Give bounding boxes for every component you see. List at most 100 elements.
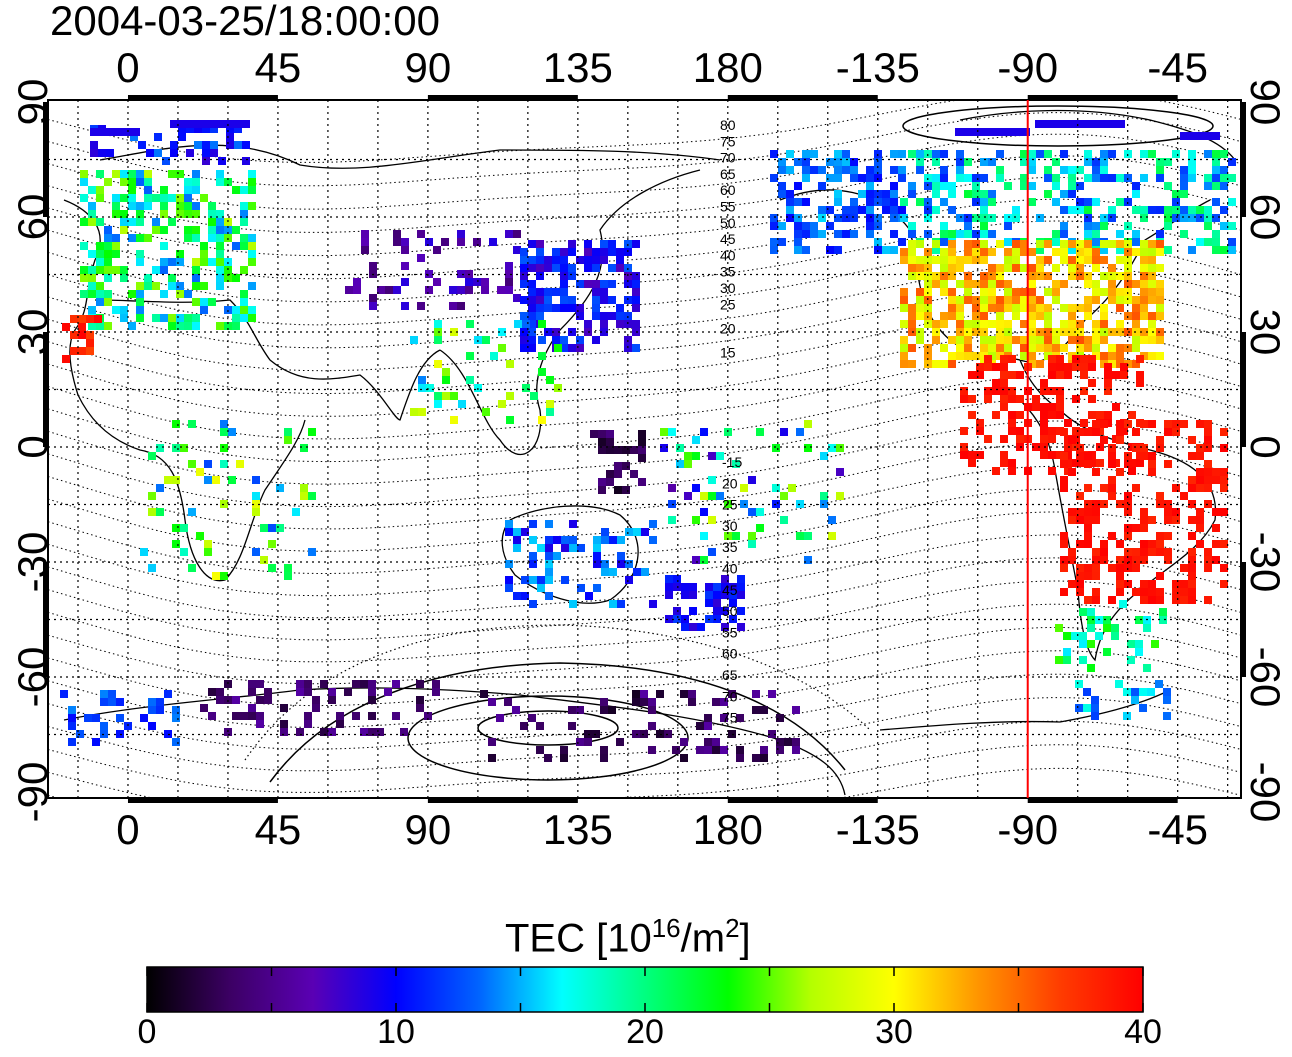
tec-cell [1164, 214, 1172, 222]
tec-cell [1148, 280, 1156, 288]
tec-cell [598, 430, 606, 438]
tec-cell [968, 411, 976, 419]
tec-cell [898, 206, 906, 214]
frame-bar-left [43, 332, 48, 447]
tec-cell [708, 476, 716, 484]
tec-cell [457, 230, 465, 238]
tec-cell [584, 240, 592, 248]
tec-cell [170, 120, 250, 128]
tec-cell [160, 226, 168, 234]
tec-cell [956, 174, 964, 182]
tec-cell [252, 500, 260, 508]
tec-cell [964, 336, 972, 344]
tec-cell [1148, 288, 1156, 296]
tec-cell [284, 572, 292, 580]
tec-cell [1116, 352, 1124, 360]
tec-cell [1056, 355, 1064, 363]
tec-cell [1140, 596, 1148, 604]
tec-cell [1040, 387, 1048, 395]
tec-cell [552, 248, 560, 256]
tec-cell [1120, 363, 1128, 371]
tec-cell [418, 408, 426, 416]
tec-cell [104, 226, 112, 234]
tec-cell [1132, 360, 1140, 368]
tec-cell [442, 368, 450, 376]
tec-cell [770, 174, 778, 182]
tec-cell [960, 395, 968, 403]
tec-cell [1116, 328, 1124, 336]
tec-cell [673, 583, 681, 591]
tec-cell [144, 234, 152, 242]
lat-tick-label-right: 60 [1242, 194, 1289, 241]
tec-cell [592, 336, 600, 344]
lon-tick-label-bottom: 180 [693, 806, 763, 853]
tec-cell [520, 296, 528, 304]
tec-cell [1060, 150, 1068, 158]
tec-cell [1180, 214, 1188, 222]
tec-cell [136, 178, 144, 186]
tec-cell [964, 352, 972, 360]
tec-cell [458, 400, 466, 408]
tec-cell [434, 336, 442, 344]
tec-cell [536, 256, 544, 264]
tec-cell [948, 336, 956, 344]
tec-cell [200, 250, 208, 258]
tec-cell [866, 206, 874, 214]
tec-cell [665, 591, 673, 599]
tec-cell [240, 186, 248, 194]
tec-cell [1124, 256, 1132, 264]
tec-cell [1164, 548, 1172, 556]
tec-cell [713, 599, 721, 607]
tec-cell [545, 560, 553, 568]
tec-cell [940, 182, 948, 190]
tec-cell [216, 688, 224, 696]
tec-cell [112, 170, 120, 178]
tec-cell [68, 722, 76, 730]
tec-cell [1100, 540, 1108, 548]
tec-cell [786, 214, 794, 222]
tec-cell [104, 178, 112, 186]
tec-cell [1212, 150, 1220, 158]
tec-cell [160, 266, 168, 274]
lon-tick-label-top: 180 [693, 44, 763, 91]
tec-cell [1188, 214, 1196, 222]
tec-cell [708, 492, 716, 500]
tec-cell [92, 714, 100, 722]
tec-cell [1084, 222, 1092, 230]
tec-cell [1084, 452, 1092, 460]
tec-cell [616, 320, 624, 328]
tec-cell [136, 258, 144, 266]
tec-cell [424, 712, 432, 720]
tec-cell [1132, 230, 1140, 238]
tec-cell [98, 149, 106, 157]
tec-cell [794, 230, 802, 238]
tec-cell [818, 214, 826, 222]
tec-cell [216, 266, 224, 274]
tec-cell [968, 451, 976, 459]
tec-cell [240, 314, 248, 322]
tec-cell [964, 288, 972, 296]
tec-cell [972, 190, 980, 198]
tec-cell [632, 304, 640, 312]
tec-cell [1075, 680, 1083, 688]
tec-cell [104, 258, 112, 266]
tec-cell [248, 258, 256, 266]
tec-cell [248, 234, 256, 242]
tec-cell [513, 544, 521, 552]
tec-cell [528, 328, 536, 336]
tec-cell [116, 698, 124, 706]
map-frame [47, 99, 1242, 799]
tec-cell [1012, 288, 1020, 296]
tec-cell [1148, 460, 1156, 468]
tec-cell [1172, 516, 1180, 524]
tec-cell [178, 133, 186, 141]
contour-label-south: 35 [722, 539, 738, 555]
tec-cell [88, 322, 96, 330]
tec-cell [1212, 230, 1220, 238]
tec-cell [1212, 476, 1220, 484]
contour-label-south: 25 [722, 497, 738, 513]
tec-cell [1140, 240, 1148, 248]
tec-cell [1084, 596, 1092, 604]
tec-cell [1056, 363, 1064, 371]
tec-cell [192, 202, 200, 210]
